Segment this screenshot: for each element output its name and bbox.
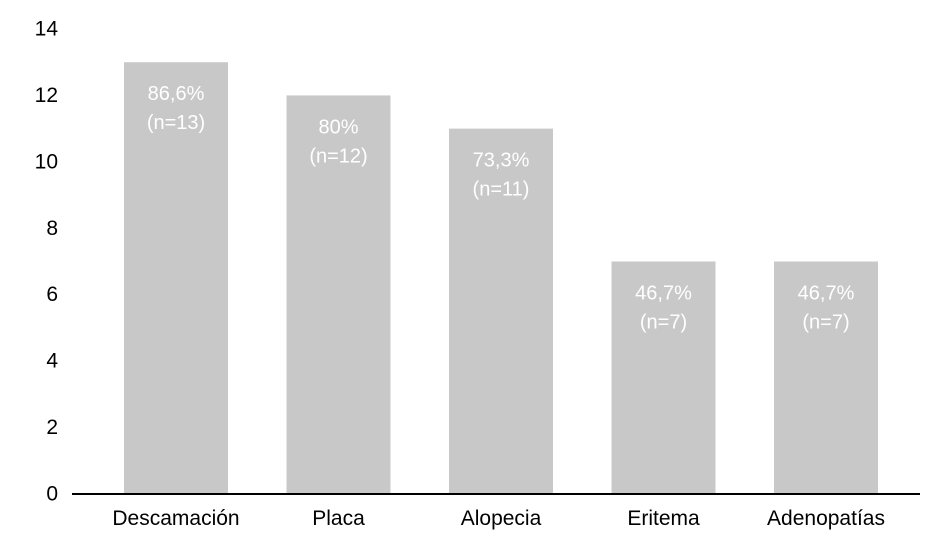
bar: [774, 261, 878, 494]
y-tick-label: 0: [46, 483, 58, 506]
y-tick-label: 10: [35, 150, 58, 173]
x-category-label: Descamación: [112, 507, 239, 530]
x-category-label: Placa: [312, 507, 365, 530]
bar-count-label: (n=13): [147, 112, 205, 134]
y-tick-label: 2: [46, 416, 58, 439]
bar-percent-label: 80%: [318, 116, 358, 138]
y-tick-label: 14: [35, 18, 59, 41]
bar: [611, 261, 716, 494]
bar-count-label: (n=7): [640, 312, 687, 334]
x-category-label: Alopecia: [461, 507, 542, 530]
y-tick-label: 4: [46, 350, 58, 373]
bar-percent-label: 46,7%: [635, 283, 692, 305]
y-tick-label: 12: [35, 84, 58, 107]
bar-count-label: (n=7): [802, 312, 849, 334]
bar: [286, 95, 391, 494]
x-category-label: Adenopatías: [767, 507, 885, 530]
bar-count-label: (n=11): [473, 179, 530, 201]
bar-percent-label: 73,3%: [473, 150, 530, 172]
bar-percent-label: 86,6%: [148, 83, 205, 105]
bar: [449, 128, 553, 494]
bar-count-label: (n=12): [309, 145, 367, 167]
x-category-label: Eritema: [627, 507, 700, 530]
y-axis-ticks: 0 2 4 6 8 10 12 14: [35, 18, 59, 506]
y-tick-label: 8: [46, 217, 58, 240]
bar-data-labels: 86,6% (n=13) 80% (n=12) 73,3% (n=11) 46,7% (n=7…: [147, 83, 855, 333]
bars: [124, 62, 878, 494]
bar: [124, 62, 228, 494]
y-tick-label: 6: [46, 283, 58, 306]
bar-percent-label: 46,7%: [798, 283, 855, 305]
x-axis-category-labels: Descamación Placa Alopecia Eritema Adenopatí…: [112, 507, 885, 530]
